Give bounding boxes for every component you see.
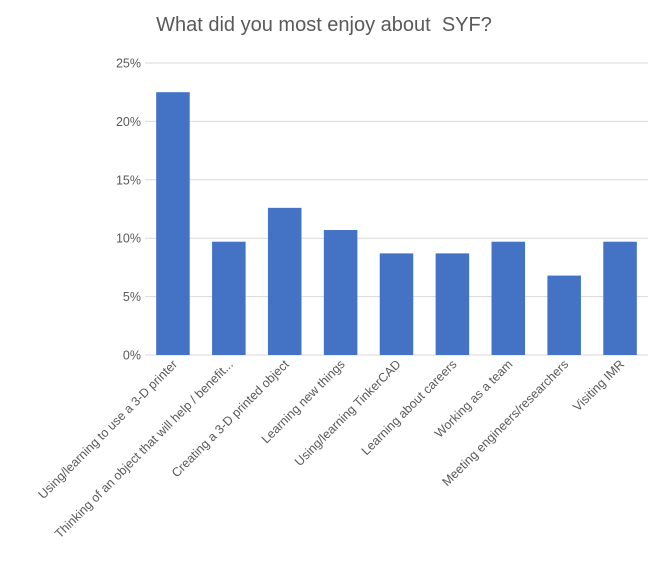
x-tick-label: Creating a 3-D printed object [169,357,292,480]
x-tick-label: Visiting IMR [570,357,627,414]
y-tick-label: 10% [116,232,141,246]
bar [156,92,190,355]
bar [435,253,470,355]
bar [603,241,637,355]
y-tick-label: 0% [123,349,141,363]
bar [323,230,358,355]
y-tick-label: 20% [116,115,141,129]
bar [212,241,246,355]
x-tick-label: Learning about careers [359,357,460,458]
x-tick-label: Using/learning TinkerCAD [292,357,404,469]
y-tick-label: 15% [116,173,141,187]
chart-title: What did you most enjoy about SYF? [156,14,492,36]
y-tick-label: 5% [123,290,141,304]
y-tick-label: 25% [116,57,141,71]
bar [267,207,302,355]
bar [547,275,581,355]
bar [491,241,526,355]
bar [379,253,414,355]
